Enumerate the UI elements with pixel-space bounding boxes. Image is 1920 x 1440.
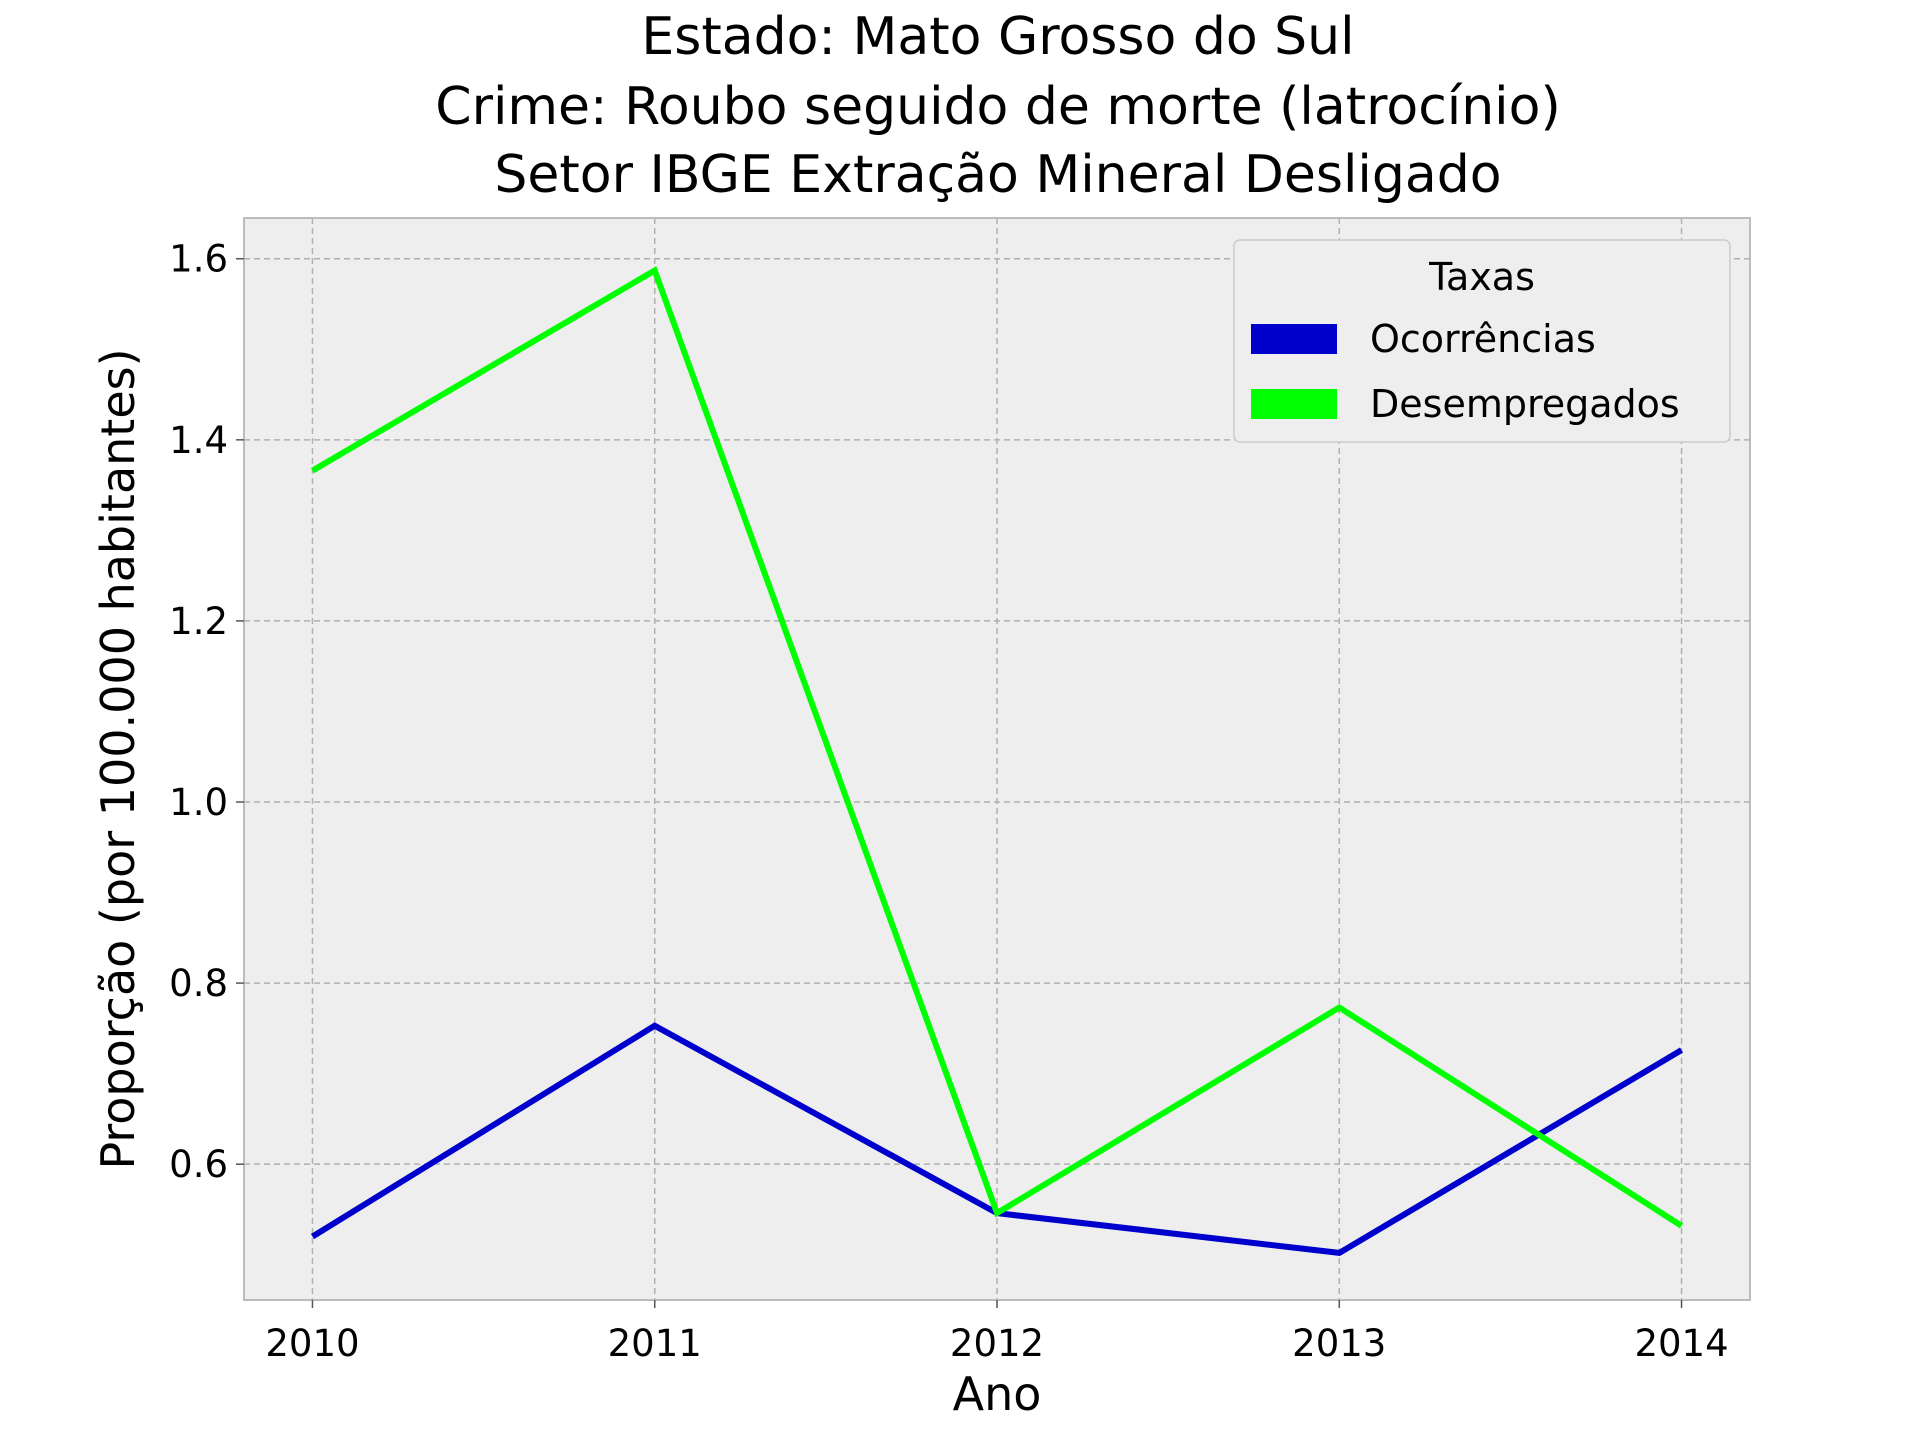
chart-title: Estado: Mato Grosso do Sul Crime: Roubo … xyxy=(435,7,1560,205)
x-tick-label: 2011 xyxy=(608,1322,702,1365)
x-axis-label: Ano xyxy=(953,1367,1042,1421)
x-tick-label: 2013 xyxy=(1292,1322,1386,1365)
series-layer xyxy=(310,266,1684,1256)
title-line-1: Estado: Mato Grosso do Sul xyxy=(641,7,1354,67)
y-axis: 0.6 0.8 1.0 1.2 1.4 1.6 xyxy=(169,238,244,1186)
y-tick-label: 0.6 xyxy=(169,1143,228,1186)
legend-box xyxy=(1233,239,1731,443)
x-tick-label: 2014 xyxy=(1634,1322,1728,1365)
legend-label-ocorrencias: Ocorrências xyxy=(1370,317,1596,361)
y-tick-label: 1.4 xyxy=(169,419,228,462)
y-tick-label: 0.8 xyxy=(169,962,228,1005)
legend-title: Taxas xyxy=(1428,255,1535,299)
x-axis: 2010 2011 2012 2013 2014 xyxy=(265,1300,1729,1365)
legend-label-desempregados: Desempregados xyxy=(1370,382,1680,426)
series-line-desempregados xyxy=(310,266,1684,1229)
legend-swatch-ocorrencias xyxy=(1251,324,1337,354)
x-tick-label: 2010 xyxy=(265,1322,359,1365)
y-axis-label: Proporção (por 100.000 habitantes) xyxy=(91,348,145,1169)
title-line-2: Crime: Roubo seguido de morte (latrocíni… xyxy=(435,77,1560,137)
y-tick-label: 1.0 xyxy=(169,781,228,824)
y-tick-label: 1.2 xyxy=(169,600,228,643)
title-line-3: Setor IBGE Extração Mineral Desligado xyxy=(494,145,1501,205)
legend: Taxas Ocorrências Desempregados xyxy=(1233,239,1731,443)
legend-swatch-desempregados xyxy=(1251,389,1337,419)
x-tick-label: 2012 xyxy=(950,1322,1044,1365)
y-tick-label: 1.6 xyxy=(169,238,228,281)
